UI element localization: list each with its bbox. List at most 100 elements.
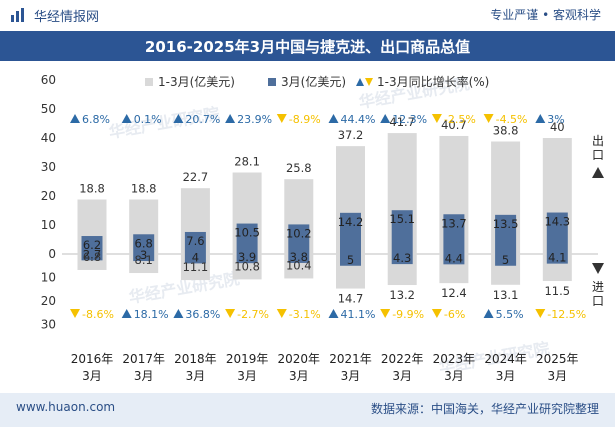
growth-label-import: -3.1% [289, 308, 321, 321]
x-tick-label-year: 2021年 [329, 352, 372, 366]
y-tick-label: 30 [41, 318, 56, 332]
label-import-month: 3.9 [238, 250, 256, 264]
bar-import-month [184, 254, 206, 264]
growth-label-export: -8.9% [289, 113, 321, 126]
y-tick-label: 10 [41, 218, 56, 232]
growth-up-triangle-icon [328, 114, 339, 123]
growth-label-export: -4.5% [496, 113, 528, 126]
x-tick-label-year: 2017年 [122, 352, 165, 366]
bar-import-month [443, 254, 465, 265]
bar-export-month [340, 212, 361, 254]
x-tick-label-month: 3月 [134, 369, 154, 383]
label-import-cumulative: 12.4 [441, 286, 467, 300]
bar-import-month [81, 254, 103, 261]
growth-up-triangle-icon [173, 309, 184, 318]
tagline: 专业严谨 • 客观科学 [490, 8, 601, 22]
label-import-month: 5 [347, 253, 354, 267]
growth-down-triangle-icon [431, 309, 442, 318]
growth-up-triangle-icon [535, 114, 546, 123]
x-tick-label-year: 2022年 [381, 352, 424, 366]
label-import-cumulative: 13.1 [493, 288, 519, 302]
label-import-cumulative: 11.5 [544, 284, 570, 298]
bar-export-month [81, 236, 103, 254]
growth-label-export: 6.8% [82, 113, 110, 126]
label-export-cumulative: 25.8 [286, 161, 312, 175]
growth-down-triangle-icon [276, 114, 287, 123]
top-bar: 华经情报网 专业严谨 • 客观科学 [0, 0, 615, 30]
label-export-month: 13.5 [493, 217, 519, 231]
bar-export-month [546, 212, 568, 254]
label-import-cumulative: 11.1 [183, 260, 209, 274]
label-export-month: 6.2 [83, 238, 101, 252]
bar-export-month [184, 231, 206, 254]
y-tick-label: 60 [41, 73, 56, 87]
bar-export-month [495, 214, 517, 254]
label-export-cumulative: 18.8 [131, 181, 157, 195]
x-tick-label-month: 3月 [186, 369, 206, 383]
y-tick-label: 20 [41, 189, 56, 203]
x-tick-label-month: 3月 [341, 369, 361, 383]
x-axis: 2016年 3月 2017年 3月 2018年 3月 2019年 3月 2020年 3月 2021年… [71, 352, 579, 383]
bar-import-month [391, 254, 413, 265]
x-tick-label-year: 2024年 [484, 352, 527, 366]
growth-label-import: -2.7% [237, 308, 269, 321]
label-import-month: 4.3 [393, 251, 411, 265]
x-tick-label-month: 3月 [444, 369, 464, 383]
label-import-cumulative: 13.2 [389, 288, 415, 302]
growth-label-import: -8.6% [82, 308, 114, 321]
side-label-export-char: 口 [592, 148, 604, 162]
growth-up-triangle-icon [121, 309, 132, 318]
y-tick-label: 50 [41, 102, 56, 116]
bar-import-month [495, 254, 517, 266]
legend-swatch-month [268, 78, 276, 86]
label-import-month: 4.4 [445, 251, 463, 265]
footer-bar [0, 393, 615, 427]
growth-up-triangle-icon [483, 309, 494, 318]
label-export-cumulative: 22.7 [183, 170, 209, 184]
bar-export-month [391, 210, 413, 254]
side-label-export-char: 出 [592, 134, 604, 148]
chart-title: 2016-2025年3月中国与捷克进、出口商品总值 [144, 38, 471, 56]
x-tick-label-year: 2023年 [433, 352, 476, 366]
growth-labels: 6.8% -8.6% 0.1% 18.1% 20.7% 36.8% 23.9% -2.7% -8… [70, 113, 586, 321]
label-import-cumulative: 6.8 [83, 250, 101, 264]
label-export-month: 14.2 [338, 215, 364, 229]
label-import-cumulative: 14.7 [338, 292, 364, 306]
bar-import-month [133, 254, 155, 262]
x-tick-label-year: 2020年 [278, 352, 321, 366]
growth-down-triangle-icon [535, 309, 546, 318]
growth-up-triangle-icon [225, 114, 236, 123]
y-tick-label: 0 [48, 247, 56, 261]
y-tick-label: 30 [41, 160, 56, 174]
bars [77, 133, 572, 289]
label-import-month: 2.7 [83, 247, 101, 261]
huajing-logo-icon [11, 8, 24, 22]
title-bar [0, 31, 615, 61]
label-export-month: 10.5 [234, 226, 260, 240]
label-export-month: 15.1 [389, 212, 415, 226]
watermark: 华经产业研究院 华经产业研究院 华经产业研究院 华经产业研究院 [107, 74, 551, 377]
x-tick-label-month: 3月 [392, 369, 412, 383]
label-import-month: 3.8 [290, 250, 308, 264]
growth-label-import: -12.5% [547, 308, 586, 321]
label-import-month: 4.1 [548, 251, 566, 265]
growth-down-triangle-icon [70, 309, 80, 318]
growth-down-triangle-icon [431, 114, 442, 123]
growth-label-export: 12.3% [392, 113, 427, 126]
bar-export-month [288, 224, 310, 254]
label-export-month: 6.8 [135, 236, 153, 250]
growth-label-import: -9.9% [392, 308, 424, 321]
legend: 1-3月(亿美元) 3月(亿美元) 1-3月同比增长率(%) [145, 74, 489, 89]
label-export-cumulative: 40 [550, 120, 565, 134]
x-tick-label-year: 2019年 [226, 352, 269, 366]
growth-label-import: -6% [444, 308, 465, 321]
label-export-month: 7.6 [186, 234, 204, 248]
growth-label-export: 20.7% [185, 113, 220, 126]
growth-label-import: 36.8% [185, 308, 220, 321]
label-import-month: 4 [192, 250, 199, 264]
chart: 华经产业研究院 华经产业研究院 华经产业研究院 华经产业研究院 1-3月(亿美元… [41, 73, 604, 383]
label-import-month: 3 [140, 248, 147, 262]
growth-up-triangle-icon [380, 114, 391, 123]
growth-label-import: 5.5% [496, 308, 524, 321]
